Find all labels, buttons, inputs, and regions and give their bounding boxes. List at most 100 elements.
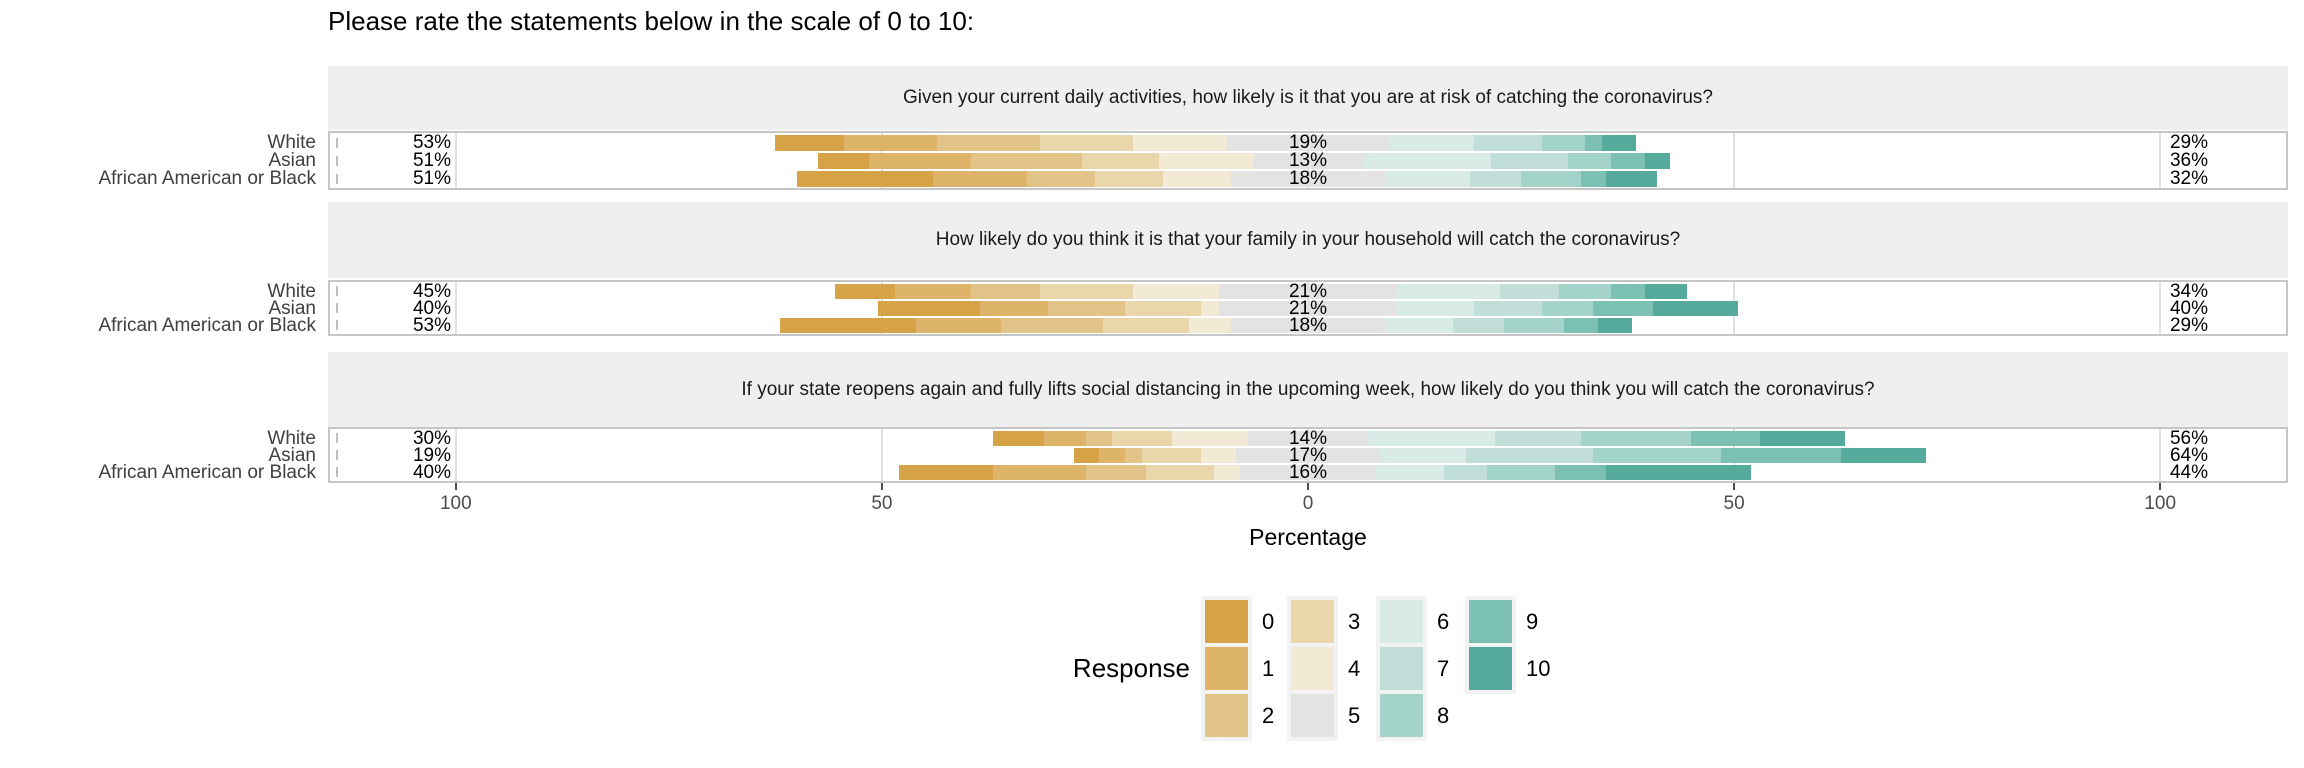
bar-segment-response-3 (1039, 134, 1134, 151)
row-axis-tick (336, 173, 338, 184)
legend-label-9: 9 (1526, 609, 1539, 634)
bar-segment-response-10 (1606, 464, 1752, 480)
row-axis-tick (336, 303, 338, 313)
legend-label-2: 2 (1262, 703, 1275, 728)
legend-swatch-2 (1205, 694, 1248, 737)
legend-label-7: 7 (1437, 656, 1450, 681)
legend-label-6: 6 (1437, 609, 1450, 634)
bar-segment-response-0 (779, 317, 916, 333)
bar-segment-response-8 (1567, 152, 1611, 169)
category-label: Asian (268, 297, 316, 319)
bar-segment-response-1 (843, 134, 938, 151)
bar-segment-response-7 (1444, 464, 1487, 480)
gridline (454, 429, 457, 481)
bar-segment-response-7 (1499, 283, 1560, 299)
legend-label-1: 1 (1262, 656, 1275, 681)
bar-segment-response-5 (1231, 170, 1385, 187)
middle-percent-label: 17% (1288, 444, 1328, 466)
category-label: African American or Black (98, 167, 316, 189)
bar-segment-response-2 (1124, 447, 1142, 463)
x-axis-tick-label: 100 (2144, 493, 2177, 514)
left-percent-label: 53% (412, 314, 452, 336)
gridline (454, 133, 457, 188)
bar-segment-response-0 (877, 300, 980, 316)
bar-segment-response-1 (979, 300, 1049, 316)
legend-swatch-7 (1380, 647, 1423, 690)
bar-segment-response-2 (1001, 317, 1104, 333)
bar-segment-response-6 (1384, 317, 1453, 333)
bar-segment-response-9 (1584, 134, 1602, 151)
bar-segment-response-10 (1644, 152, 1671, 169)
x-axis-tick-label: 100 (439, 493, 472, 514)
middle-percent-label: 21% (1288, 280, 1328, 302)
left-percent-label: 51% (412, 149, 452, 171)
bar-segment-response-9 (1691, 430, 1760, 446)
bar-segment-response-3 (1112, 430, 1172, 446)
bar-segment-response-3 (1141, 447, 1202, 463)
left-percent-label: 51% (412, 167, 452, 189)
category-label: Asian (268, 444, 316, 466)
right-percent-label: 64% (2169, 444, 2209, 466)
legend-title: Response (1072, 653, 1190, 683)
bar-segment-response-9 (1610, 152, 1645, 169)
x-axis-tick-label: 50 (1723, 493, 1745, 514)
right-percent-label: 36% (2169, 149, 2209, 171)
row-axis-tick (336, 433, 338, 443)
bar-segment-response-0 (1073, 447, 1100, 463)
category-label: White (267, 427, 316, 449)
bar-segment-response-5 (1218, 283, 1398, 299)
bar-segment-response-7 (1474, 300, 1543, 316)
bar-segment-response-3 (1082, 152, 1159, 169)
legend-swatch-0 (1205, 600, 1248, 643)
bar-segment-response-2 (1086, 464, 1147, 480)
legend-swatch-8 (1380, 694, 1423, 737)
bar-segment-response-10 (1597, 317, 1632, 333)
bar-segment-response-8 (1580, 430, 1692, 446)
bar-segment-response-0 (992, 430, 1044, 446)
facet-question: How likely do you think it is that your … (935, 229, 1681, 251)
legend-label-8: 8 (1437, 703, 1450, 728)
x-axis-tick (880, 483, 883, 490)
facet-strip: If your state reopens again and fully li… (328, 352, 2288, 427)
bar-segment-response-10 (1759, 430, 1845, 446)
category-label: African American or Black (98, 314, 316, 336)
legend-label-10: 10 (1526, 656, 1551, 681)
bar-segment-response-6 (1376, 464, 1445, 480)
legend-swatch-4 (1291, 647, 1334, 690)
middle-percent-label: 19% (1288, 131, 1328, 153)
bar-segment-response-4 (1201, 447, 1236, 463)
row-axis-tick (336, 320, 338, 330)
bar-segment-response-4 (1201, 300, 1219, 316)
legend-swatch-5 (1291, 694, 1334, 737)
x-axis-tick (1733, 483, 1736, 490)
legend-swatch-10 (1469, 647, 1512, 690)
bar-segment-response-7 (1491, 152, 1568, 169)
bar-segment-response-1 (869, 152, 972, 169)
bar-segment-response-7 (1465, 447, 1594, 463)
bar-segment-response-6 (1384, 170, 1470, 187)
chart-title: Please rate the statements below in the … (328, 6, 975, 36)
bar-segment-response-6 (1388, 134, 1475, 151)
gridline (2159, 429, 2162, 481)
bar-segment-response-2 (1048, 300, 1125, 316)
bar-segment-response-4 (1163, 170, 1232, 187)
bar-segment-response-8 (1504, 317, 1564, 333)
gridline (2159, 282, 2162, 334)
bar-segment-response-1 (894, 283, 972, 299)
bar-segment-response-8 (1593, 447, 1722, 463)
x-axis-title: Percentage (1249, 524, 1367, 550)
middle-percent-label: 13% (1288, 149, 1328, 171)
left-percent-label: 19% (412, 444, 452, 466)
bar-segment-response-2 (1026, 170, 1095, 187)
bar-segment-response-3 (1039, 283, 1134, 299)
bar-segment-response-3 (1124, 300, 1202, 316)
right-percent-label: 34% (2169, 280, 2209, 302)
bar-segment-response-8 (1486, 464, 1556, 480)
facet-panel (328, 280, 2288, 336)
bar-segment-response-9 (1580, 170, 1607, 187)
bar-segment-response-10 (1602, 134, 1637, 151)
bar-segment-response-8 (1521, 170, 1581, 187)
bar-segment-response-1 (933, 170, 1027, 187)
bar-segment-response-6 (1367, 430, 1496, 446)
